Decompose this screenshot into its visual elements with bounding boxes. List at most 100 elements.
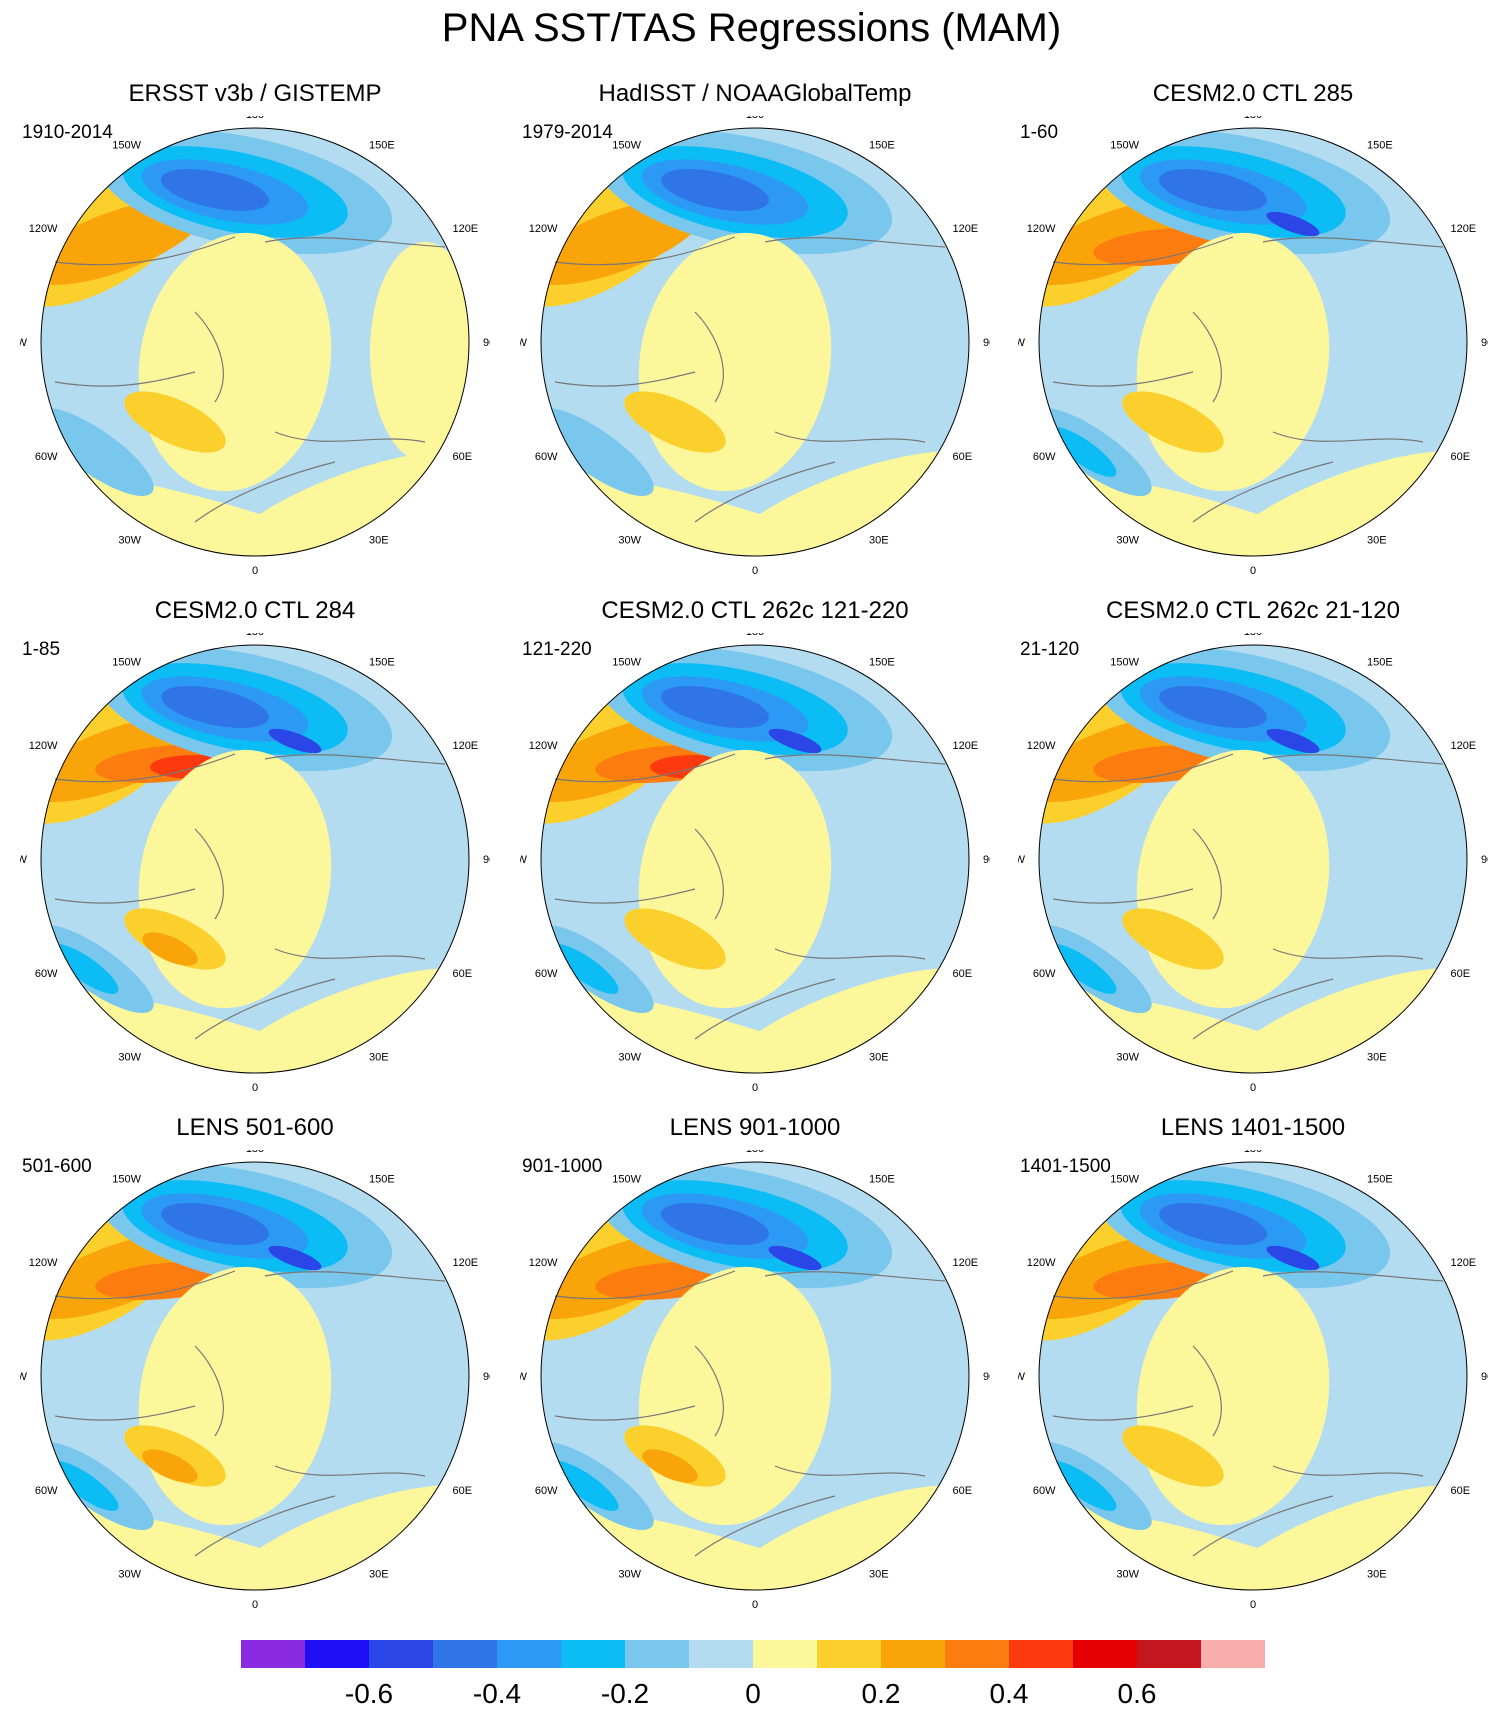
longitude-label: 90E [1481,854,1488,866]
polar-map: 180 150E 120E 90E 60E 30E 0 30W 60W 90W 120W 150W [1018,116,1488,577]
longitude-label: 90W [520,1371,528,1383]
longitude-label: 30W [618,1568,641,1580]
longitude-label: 0 [752,565,758,577]
colorbar-swatch [369,1640,433,1668]
longitude-label: 90E [483,854,490,866]
longitude-label: 90W [520,854,528,866]
map-panel: CESM2.0 CTL 262c 121-220 180 150E 120E 90E 60… [520,597,990,1107]
longitude-label: 150W [1110,657,1139,669]
longitude-label: 180 [746,633,764,638]
longitude-label: 120E [452,1257,478,1269]
longitude-label: 150E [1367,1174,1393,1186]
longitude-label: 30W [1116,534,1139,546]
longitude-label: 30E [1367,1568,1387,1580]
longitude-label: 30E [869,534,889,546]
longitude-label: 60E [452,1485,472,1497]
longitude-label: 90E [1481,1371,1488,1383]
coastlines [54,236,446,523]
longitude-label: 30E [369,1051,389,1063]
longitude-label: 120W [1027,1257,1056,1269]
longitude-label: 0 [752,1082,758,1094]
colorbar-swatch [305,1640,369,1668]
longitude-label: 0 [252,1599,258,1611]
longitude-label: 180 [246,116,264,121]
polar-map: 180 150E 120E 90E 60E 30E 0 30W 60W 90W 120W 150W [1018,633,1488,1094]
colorbar-tick-label: -0.4 [472,1678,522,1709]
coastlines [1052,1270,1444,1557]
longitude-label: 90E [483,337,490,349]
polar-map: 180 150E 120E 90E 60E 30E 0 30W 60W 90W 120W 150W [520,116,990,577]
colorbar-swatch [1009,1640,1073,1668]
longitude-label: 0 [1250,1082,1256,1094]
longitude-label: 180 [1244,116,1262,121]
colorbar-tick-label: 0.4 [989,1678,1029,1709]
coastlines [554,1270,946,1557]
colorbar-swatches [241,1640,1265,1668]
panel-years: 1-85 [22,639,61,660]
longitude-label: 30W [118,1568,141,1580]
longitude-label: 30W [118,1051,141,1063]
longitude-label: 90W [20,854,28,866]
longitude-label: 30W [618,534,641,546]
longitude-label: 30E [869,1568,889,1580]
longitude-label: 150E [1367,657,1393,669]
longitude-label: 150E [869,140,895,152]
longitude-label: 120E [452,740,478,752]
longitude-label: 150W [612,1174,641,1186]
panel-title: CESM2.0 CTL 284 [154,597,356,624]
longitude-label: 150E [869,1174,895,1186]
longitude-label: 30E [1367,534,1387,546]
coastlines [54,753,446,1040]
longitude-label: 0 [252,1082,258,1094]
main-title: PNA SST/TAS Regressions (MAM) [441,6,1062,50]
polar-map: 180 150E 120E 90E 60E 30E 0 30W 60W 90W 120W 150W [20,1150,490,1611]
longitude-label: 30E [369,1568,389,1580]
longitude-label: 120E [952,740,978,752]
longitude-label: 30E [369,534,389,546]
coastlines [554,753,946,1040]
coastlines [1052,753,1444,1040]
map-panel: LENS 501-600 180 150E 120E 90E 60E 30E 0 30W 60W 9… [20,1114,490,1624]
longitude-label: 90W [1018,337,1026,349]
longitude-label: 150W [612,657,641,669]
map-panel: ERSST v3b / GISTEMP 180 150E 120E 90E 60E 30E 0… [20,80,490,590]
longitude-label: 120W [529,223,558,235]
colorbar-swatch [1137,1640,1201,1668]
colorbar-swatch [497,1640,561,1668]
longitude-label: 0 [1250,1599,1256,1611]
longitude-label: 30E [1367,1051,1387,1063]
colorbar-swatch [881,1640,945,1668]
panel-title: CESM2.0 CTL 285 [1152,80,1354,107]
longitude-label: 180 [746,116,764,121]
panel-title: HadISST / NOAAGlobalTemp [598,80,912,107]
coastlines [1052,236,1444,523]
map-field [41,128,469,556]
longitude-label: 150W [1110,1174,1139,1186]
longitude-label: 0 [752,1599,758,1611]
map-panel: HadISST / NOAAGlobalTemp 180 150E 120E 90E 60… [520,80,990,590]
longitude-label: 180 [1244,633,1262,638]
map-field [541,645,969,1073]
panel-title: LENS 901-1000 [669,1114,841,1141]
polar-map: 180 150E 120E 90E 60E 30E 0 30W 60W 90W 120W 150W [520,633,990,1094]
longitude-label: 180 [746,1150,764,1155]
panel-years: 21-120 [1020,639,1080,660]
longitude-label: 150W [612,140,641,152]
map-field [41,1162,469,1590]
polar-map: 180 150E 120E 90E 60E 30E 0 30W 60W 90W 120W 150W [20,633,490,1094]
coastlines [54,1270,446,1557]
panel-years: 501-600 [22,1156,92,1177]
colorbar-tick-label: 0.2 [861,1678,901,1709]
longitude-label: 150E [369,1174,395,1186]
longitude-label: 120W [1027,223,1056,235]
longitude-label: 150E [869,657,895,669]
longitude-label: 90W [1018,1371,1026,1383]
longitude-label: 150W [112,1174,141,1186]
longitude-label: 120E [1450,1257,1476,1269]
longitude-label: 120E [1450,223,1476,235]
colorbar-swatch [1201,1640,1265,1668]
coastlines [554,236,946,523]
map-panel: CESM2.0 CTL 285 180 150E 120E 90E 60E 30E 0 30W 6… [1018,80,1488,590]
longitude-label: 0 [1250,565,1256,577]
panel-title: LENS 501-600 [176,1114,334,1141]
